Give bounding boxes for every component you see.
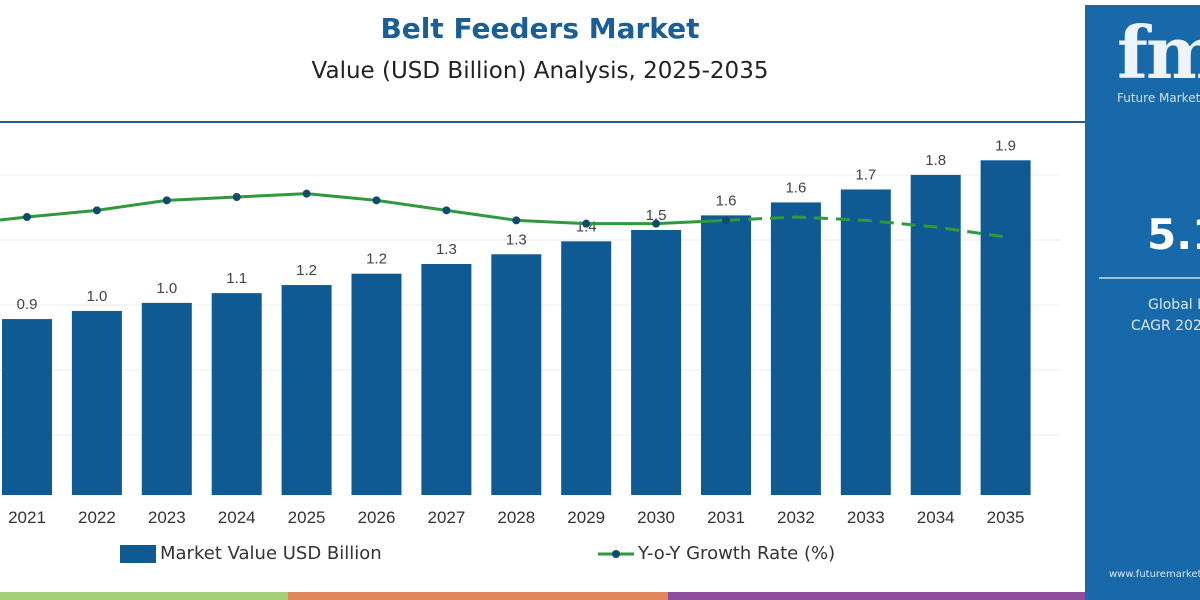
- bar-2026: [351, 273, 402, 495]
- bar-2030: [631, 229, 682, 495]
- x-tick-2034: 2034: [917, 508, 955, 527]
- bar-label-2022: 1.0: [86, 288, 107, 305]
- bar-2022: [71, 310, 122, 495]
- bar-label-2024: 1.1: [226, 270, 247, 287]
- chart-subtitle: Value (USD Billion) Analysis, 2025-2035: [311, 58, 769, 84]
- cagr-value: 5.1%: [1147, 210, 1200, 259]
- growth-point-2022: [92, 206, 101, 215]
- x-tick-2021: 2021: [8, 508, 46, 527]
- growth-point-2027: [442, 206, 451, 215]
- bar-label-2034: 1.8: [925, 152, 946, 169]
- x-tick-2033: 2033: [847, 508, 885, 527]
- chart-title: Belt Feeders Market: [380, 12, 700, 45]
- bar-2023: [141, 302, 192, 495]
- growth-line-dashed: [725, 215, 1006, 239]
- bar-2033: [840, 189, 891, 495]
- x-tick-2035: 2035: [987, 508, 1025, 527]
- growth-point-2024: [232, 193, 241, 201]
- footer-strip-purple: [668, 592, 1085, 600]
- legend-item-market-value: Market Value USD Billion: [120, 543, 382, 564]
- chart-plot: 0.9 2021 1.0 2022 1.0 2023 1.1 2024 1.2 2025 1.2 20…: [0, 121, 1085, 527]
- bar-label-2032: 1.6: [785, 179, 806, 196]
- bar-2021: [2, 319, 52, 495]
- bar-label-2035: 1.9: [995, 137, 1016, 154]
- x-tick-2023: 2023: [148, 508, 186, 527]
- legend-label: Y-o-Y Growth Rate (%): [638, 543, 836, 564]
- legend-swatch-bar: [120, 544, 156, 563]
- divider: [1099, 277, 1200, 279]
- x-tick-2030: 2030: [637, 508, 675, 527]
- growth-point-2031: [722, 216, 730, 225]
- bar-label-2027: 1.3: [436, 241, 457, 258]
- growth-point-2028: [512, 216, 521, 225]
- bar-2027: [421, 263, 472, 495]
- growth-point-2029: [582, 219, 591, 228]
- x-tick-2032: 2032: [777, 508, 815, 527]
- website-url: www.futuremarketinsights.com: [1109, 569, 1200, 580]
- x-tick-2022: 2022: [78, 508, 116, 527]
- legend-swatch-line: [598, 549, 634, 558]
- bar-label-2025: 1.2: [296, 262, 317, 279]
- x-tick-2031: 2031: [707, 508, 745, 527]
- growth-point-2021: [23, 213, 31, 221]
- x-tick-2024: 2024: [218, 508, 256, 527]
- bar-2031: [701, 215, 751, 495]
- growth-point-2026: [372, 196, 381, 205]
- bar-label-2023: 1.0: [156, 280, 177, 297]
- growth-point-2023: [162, 196, 171, 205]
- x-tick-2028: 2028: [497, 508, 535, 527]
- legend-label: Market Value USD Billion: [160, 543, 382, 564]
- cagr-label-line2: CAGR 2025-2035: [1131, 318, 1200, 334]
- bar-2035: [980, 160, 1031, 496]
- bar-label-2021: 0.9: [17, 296, 38, 313]
- bar-2032: [770, 202, 821, 496]
- fmi-logo: fmi: [1117, 10, 1200, 95]
- growth-line-lead: [0, 215, 28, 222]
- bar-2025: [281, 285, 332, 495]
- brand-name: Future Market Insights: [1117, 91, 1200, 105]
- bar-2024: [211, 293, 262, 495]
- legend-item-growth-rate: Y-o-Y Growth Rate (%): [598, 543, 835, 564]
- bar-label-2026: 1.2: [366, 251, 387, 268]
- bar-label-2028: 1.3: [506, 231, 527, 248]
- bar-2029: [561, 241, 612, 495]
- x-tick-2025: 2025: [288, 508, 326, 527]
- bar-label-2030: 1.5: [646, 207, 667, 224]
- growth-point-2030: [652, 219, 661, 228]
- x-tick-2029: 2029: [567, 508, 605, 527]
- footer-strip-green: [0, 592, 288, 600]
- footer-strip-orange: [288, 592, 668, 600]
- bar-2028: [491, 254, 542, 495]
- cagr-label-line1: Global Industry: [1148, 297, 1200, 313]
- x-tick-2026: 2026: [358, 508, 396, 527]
- bar-label-2033: 1.7: [855, 166, 876, 183]
- x-tick-2027: 2027: [427, 508, 465, 527]
- bar-label-2031: 1.6: [716, 192, 737, 209]
- growth-point-2025: [302, 189, 311, 198]
- bar-2034: [910, 174, 961, 495]
- side-panel: fmi Future Market Insights 5.1% Global I…: [1085, 5, 1200, 600]
